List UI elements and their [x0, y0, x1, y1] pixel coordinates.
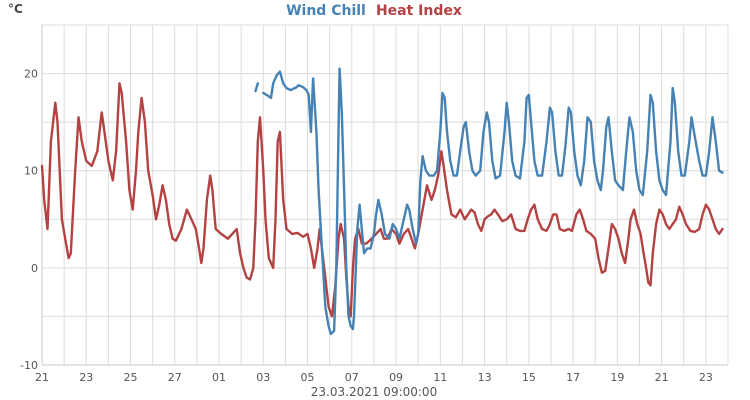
x-tick-label: 23: [699, 371, 713, 384]
x-tick-label: 17: [566, 371, 580, 384]
x-tick-label: 21: [655, 371, 669, 384]
series-line-wind-chill: [262, 70, 296, 100]
series-heat-index: [40, 82, 724, 318]
tick-labels: -10 0 10 20 21 23 25 27 01 03 05 07 09 11 13 15 17 19 21 23: [20, 68, 713, 384]
y-axis-unit: °C: [8, 2, 23, 16]
x-axis-label: 23.03.2021 09:00:00: [311, 385, 437, 399]
x-tick-label: 05: [301, 371, 315, 384]
x-tick-label: 01: [212, 371, 226, 384]
axis-layer: [41, 25, 728, 366]
series-wind-chill: [254, 67, 724, 336]
x-tick-label: 25: [124, 371, 138, 384]
x-tick-label: 11: [433, 371, 447, 384]
x-tick-label: 07: [345, 371, 359, 384]
y-tick-label: -10: [20, 359, 38, 372]
series-line-wind-chill: [294, 67, 724, 336]
title-heat-index: Heat Index: [376, 3, 462, 19]
grid-layer: [41, 24, 729, 366]
series-layer: [40, 67, 724, 336]
x-tick-label: 09: [389, 371, 403, 384]
y-tick-label: 20: [24, 68, 38, 81]
x-tick-label: 13: [478, 371, 492, 384]
series-line-wind-chill: [254, 82, 259, 93]
y-tick-label: 0: [31, 262, 38, 275]
x-tick-label: 27: [168, 371, 182, 384]
x-tick-label: 21: [35, 371, 49, 384]
title-wind-chill: Wind Chill: [286, 3, 366, 19]
x-tick-label: 03: [256, 371, 270, 384]
x-tick-label: 15: [522, 371, 536, 384]
chart-title: Wind Chill Heat Index: [286, 0, 462, 19]
y-tick-label: 10: [24, 165, 38, 178]
x-tick-label: 19: [610, 371, 624, 384]
series-line-heat-index: [40, 82, 724, 318]
x-tick-label: 23: [79, 371, 93, 384]
